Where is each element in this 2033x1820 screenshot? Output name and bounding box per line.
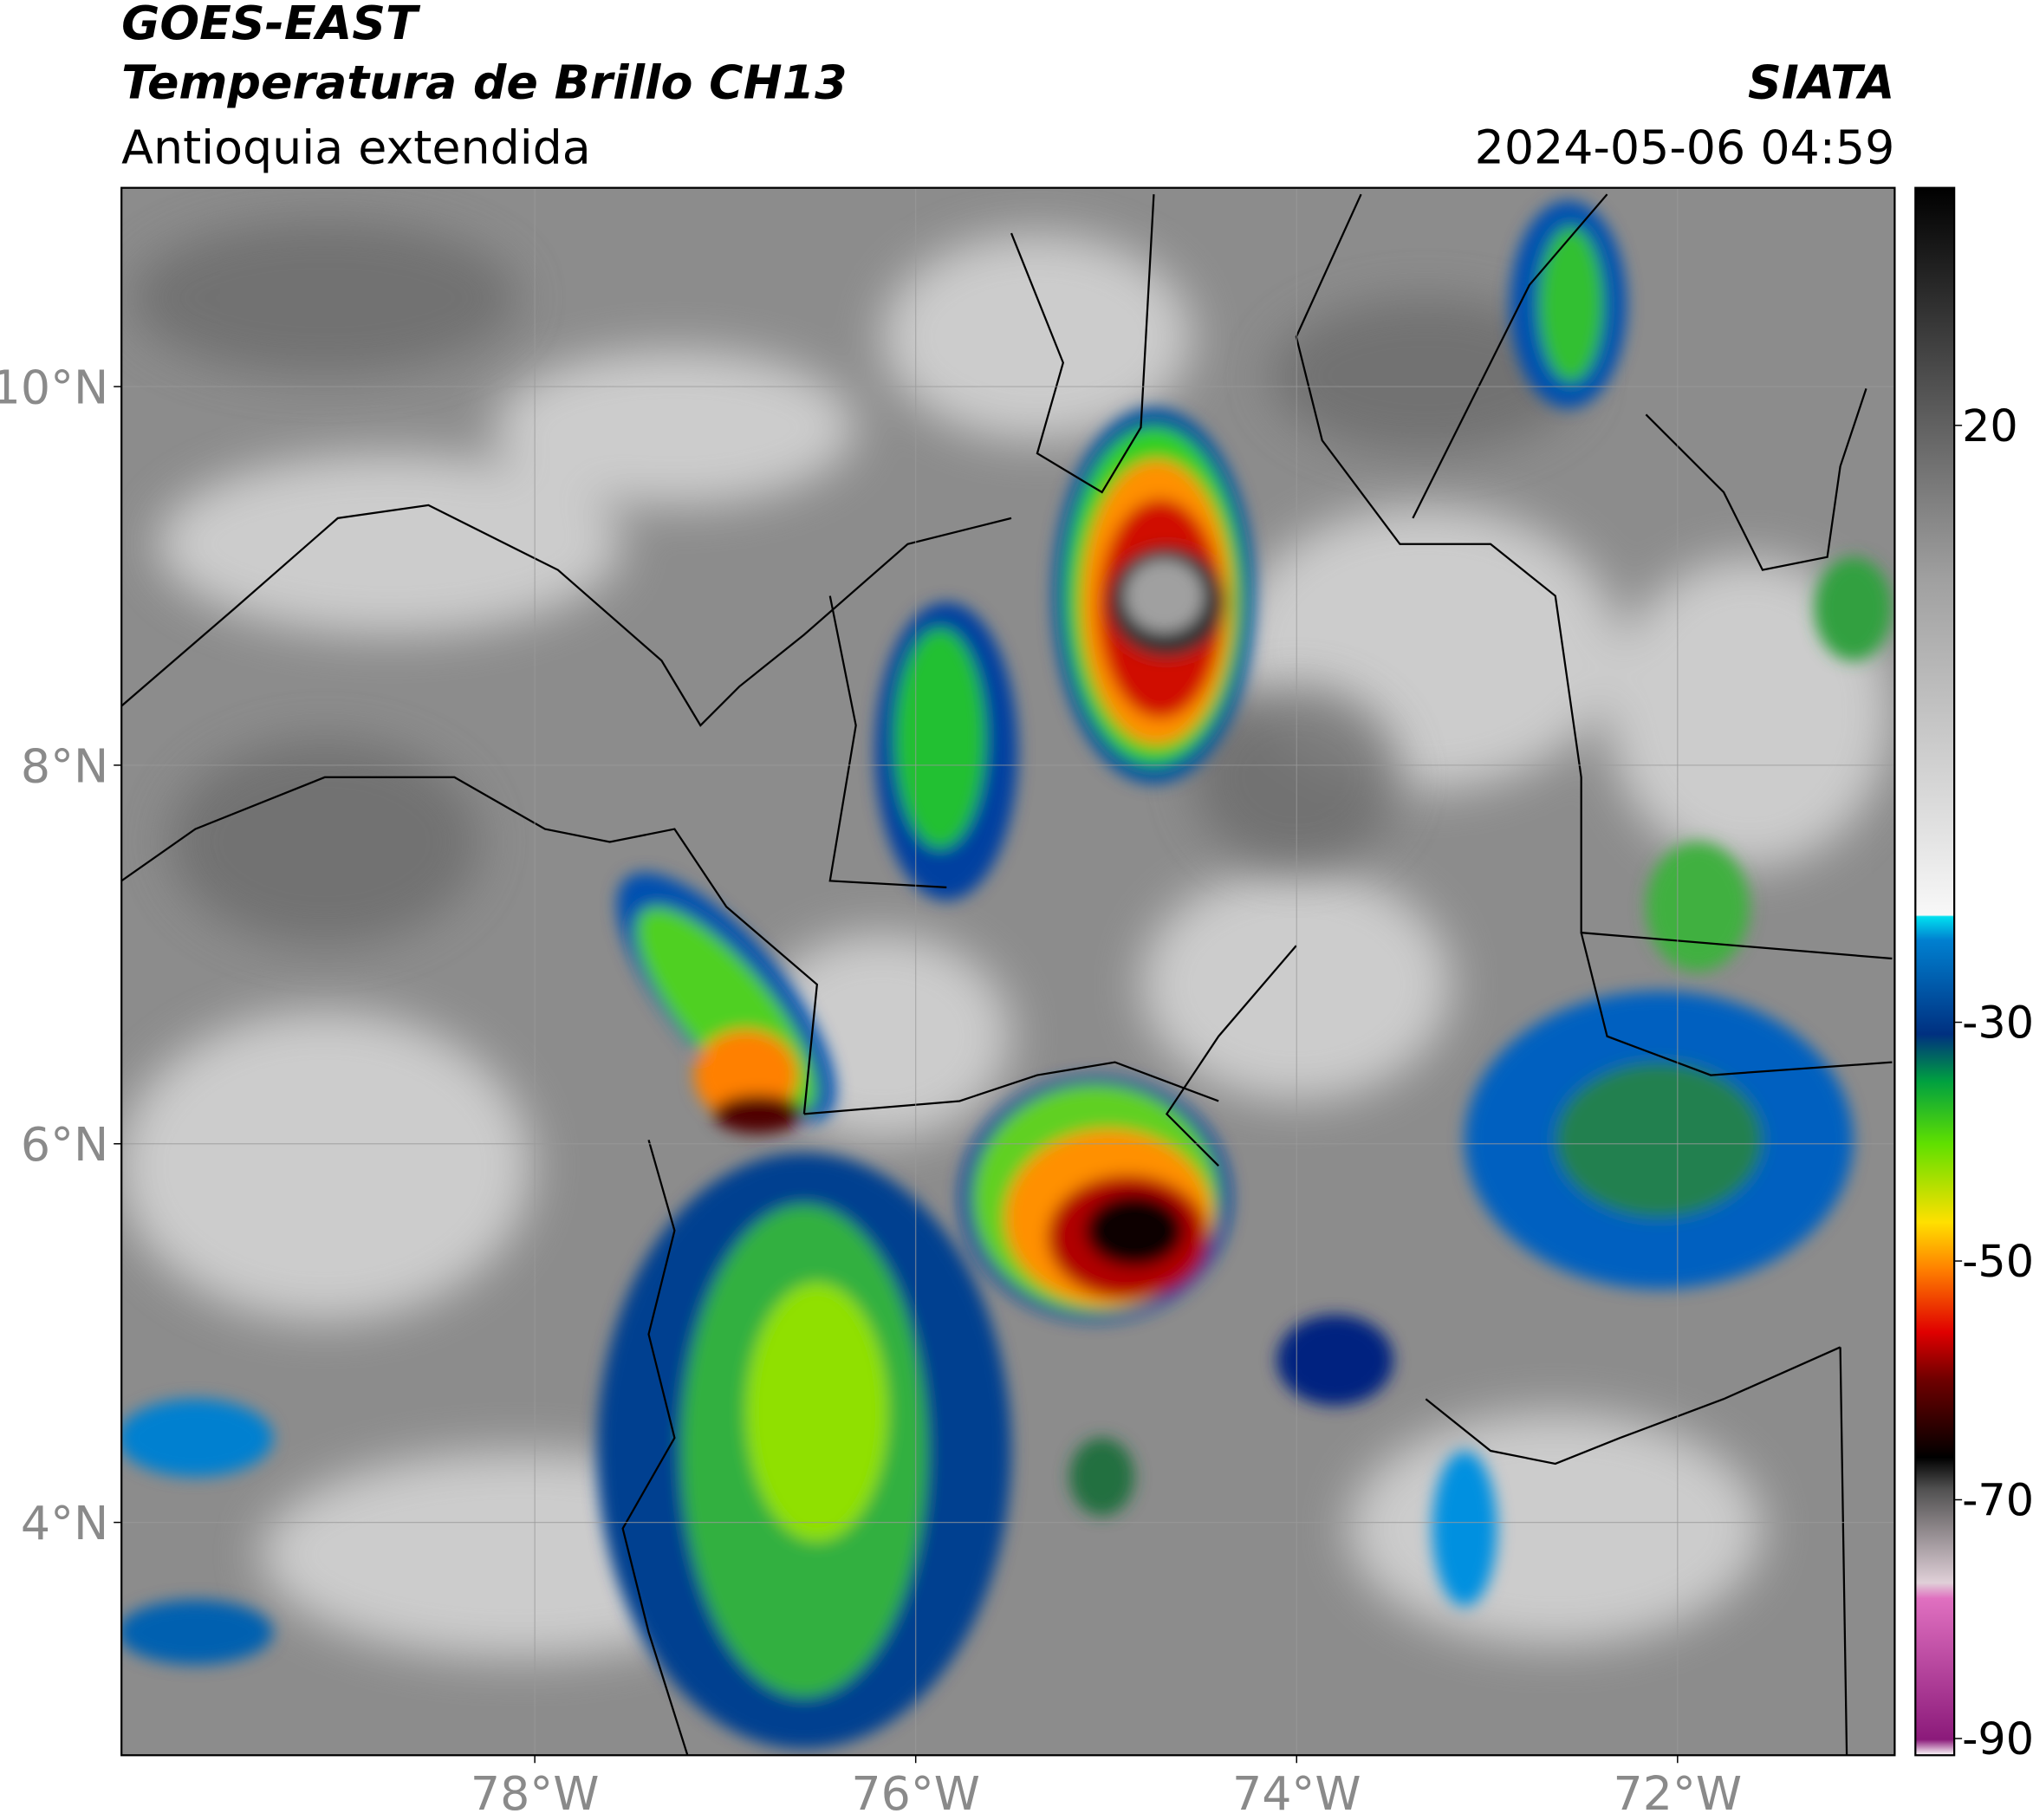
lon-tick-label: 76°W <box>851 1766 980 1820</box>
lon-tick-label: 74°W <box>1232 1766 1361 1820</box>
lat-tick-label: 4°N <box>21 1496 108 1550</box>
lon-tick-label: 78°W <box>471 1766 600 1820</box>
product: Temperatura de Brillo CH13 <box>121 55 847 110</box>
lat-tick-label: 8°N <box>21 738 108 793</box>
source: SIATA <box>1748 55 1894 110</box>
datetime: 2024-05-06 04:59 <box>1475 120 1895 174</box>
colorbar-tick-label: -50 <box>1962 1236 2033 1287</box>
satellite-image <box>121 187 1895 1756</box>
lat-tick-label: 6°N <box>21 1117 108 1172</box>
lon-tick-label: 72°W <box>1614 1766 1743 1820</box>
colorbar-tick-label: -30 <box>1962 997 2033 1048</box>
region: Antioquia extendida <box>121 120 591 174</box>
colorbar-tick-label: 20 <box>1962 400 2018 452</box>
borders <box>121 193 1893 1756</box>
satellite: GOES-EAST <box>121 0 421 50</box>
map-frame <box>120 186 1896 1757</box>
lat-tick-label: 10°N <box>0 361 108 415</box>
colorbar <box>1914 186 1956 1757</box>
colorbar-tick-label: -70 <box>1962 1474 2033 1525</box>
colorbar-tick-label: -90 <box>1962 1713 2033 1765</box>
